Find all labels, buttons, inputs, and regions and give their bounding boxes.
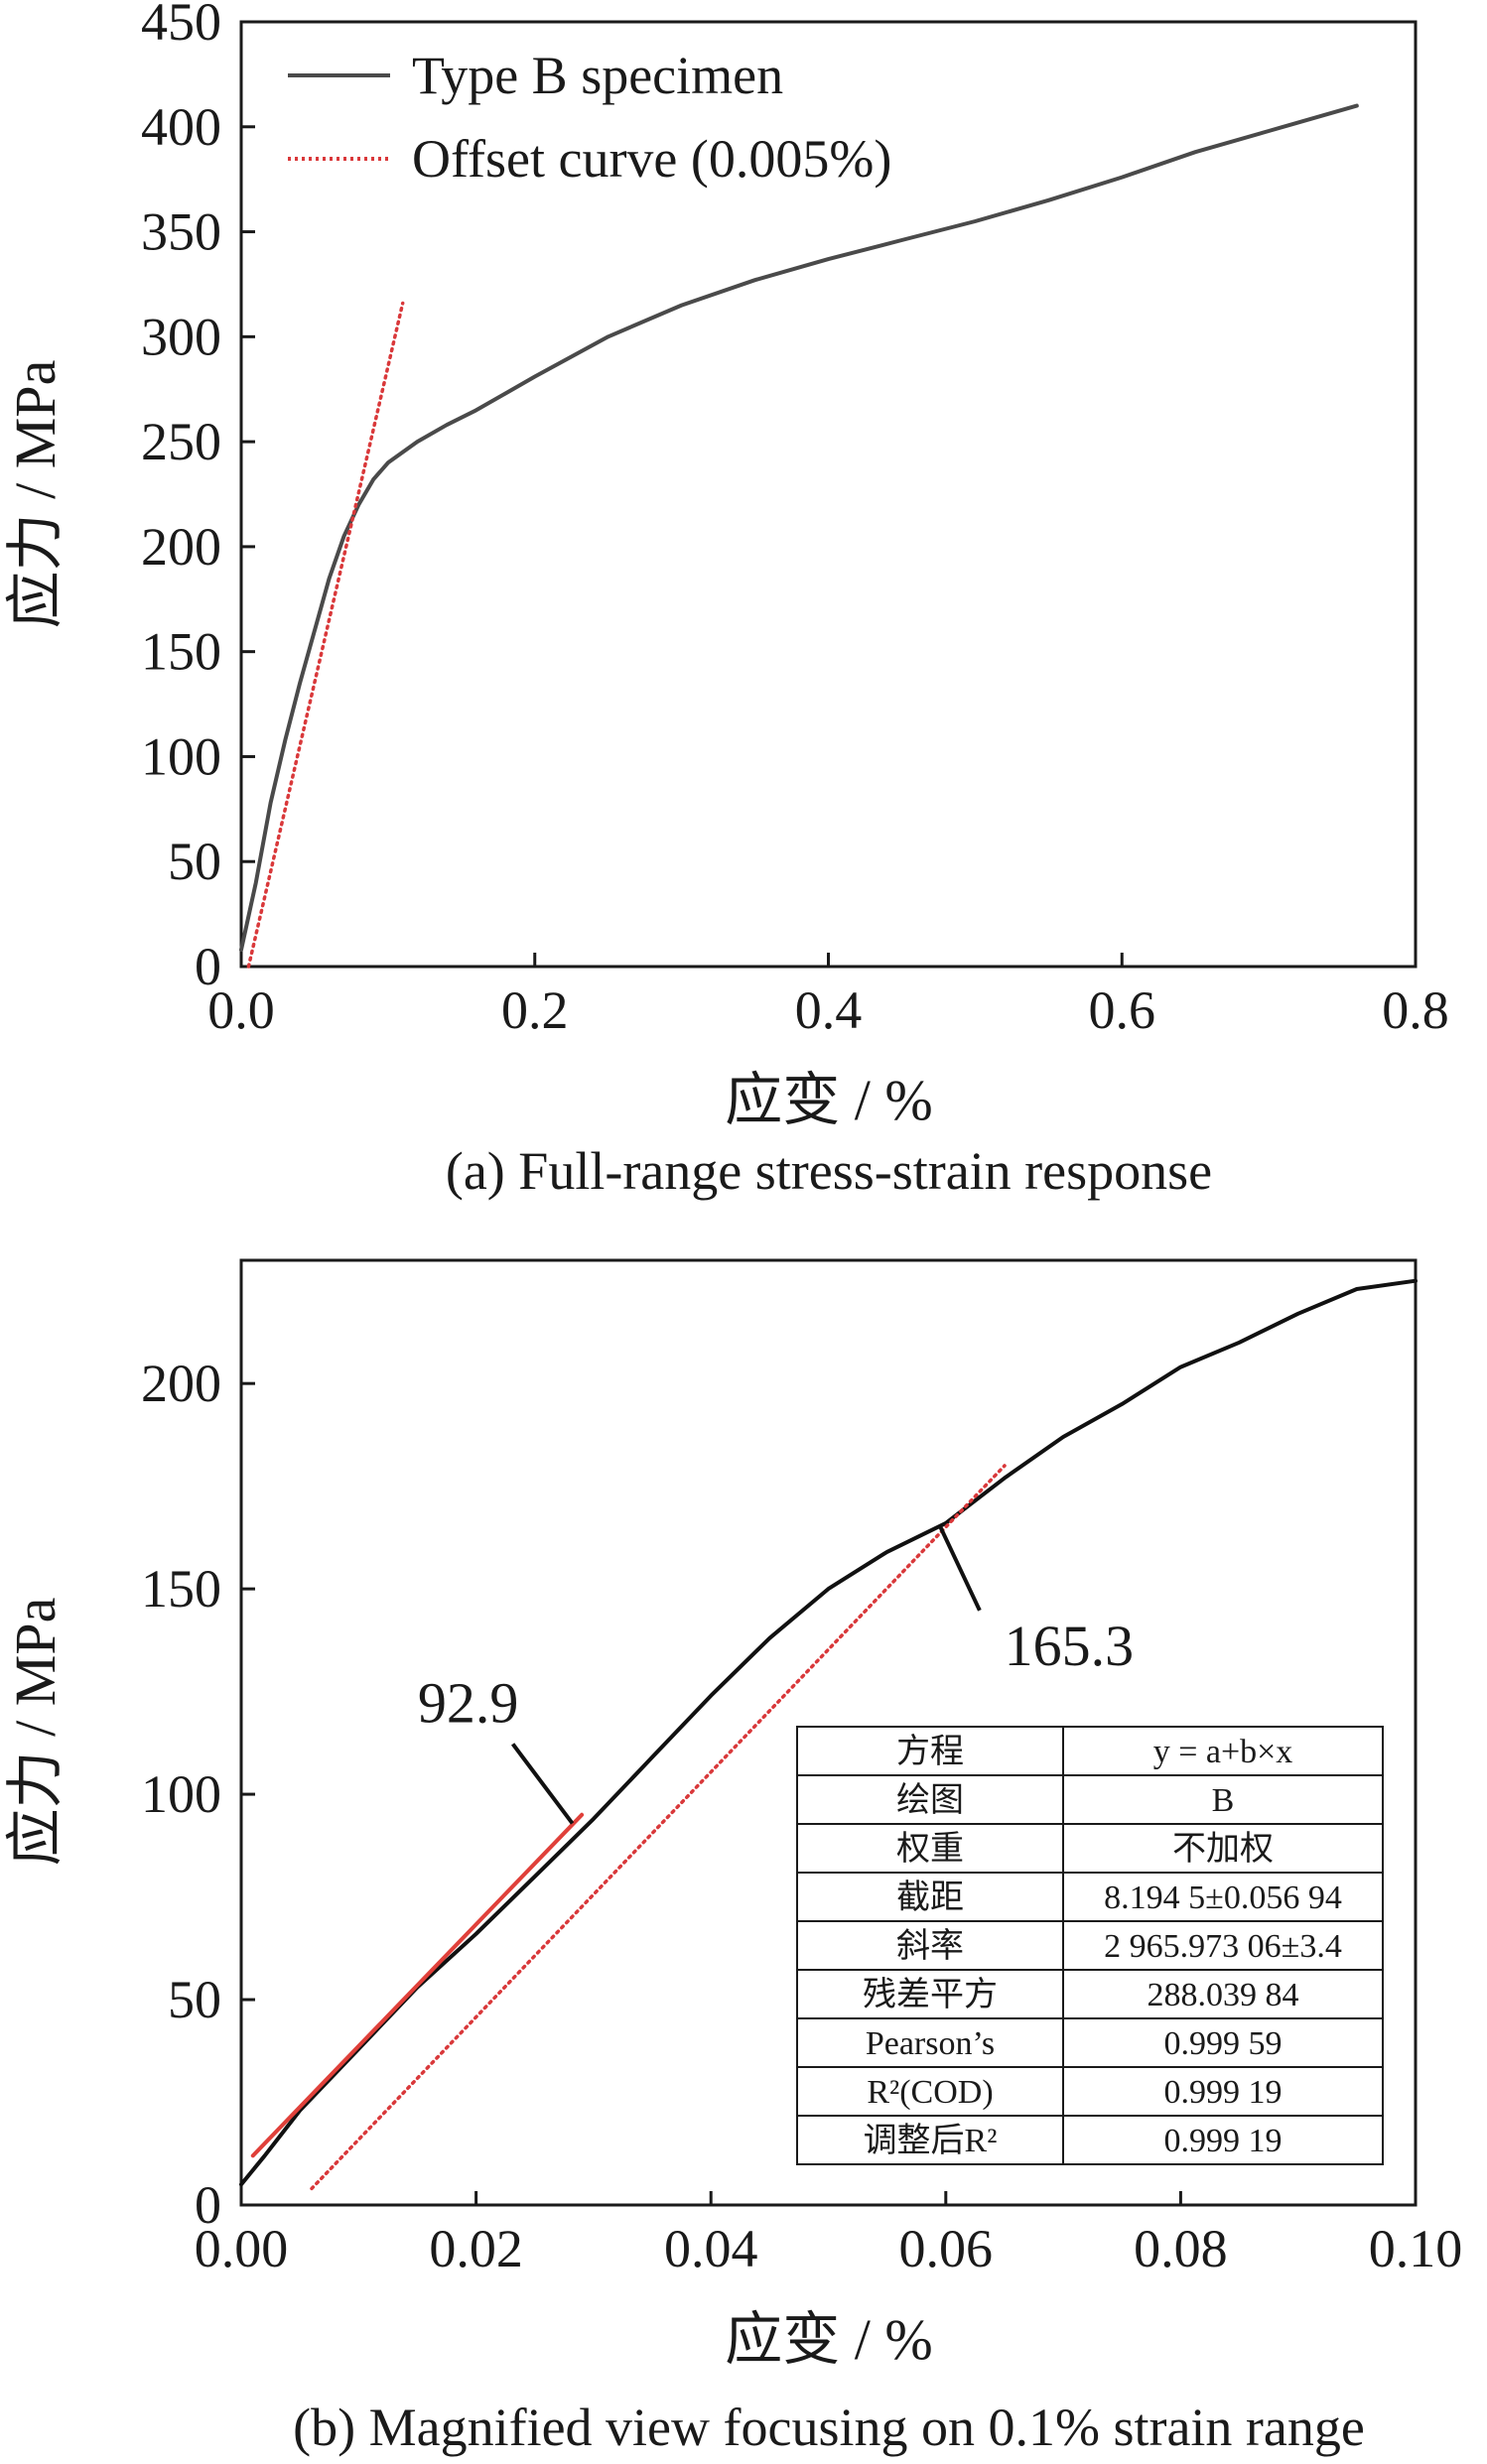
- x-tick-label: 0.6: [1089, 980, 1156, 1040]
- fit-table-key: 方程: [896, 1733, 964, 1770]
- fit-table-key: 截距: [896, 1879, 964, 1916]
- chart-a: 0.0 0.2 0.4 0.6 0.8 0 50 100 150 200 250 300 350 400 4…: [3, 0, 1449, 1201]
- y-tick-label: 50: [168, 1970, 221, 2029]
- x-tick-label: 0.00: [195, 2219, 289, 2278]
- x-tick-label: 0.10: [1369, 2219, 1463, 2278]
- fit-table-value: 2 965.973 06±3.4: [1104, 1928, 1342, 1965]
- fit-table-key: Pearson’s: [866, 2025, 995, 2062]
- chart-b: 0.00 0.02 0.04 0.06 0.08 0.10 0 50 100 150 200 92.…: [3, 1258, 1463, 2457]
- x-tick-label: 0.04: [664, 2219, 758, 2278]
- x-tick-label: 0.2: [501, 980, 569, 1040]
- y-tick-label: 150: [141, 1559, 221, 1619]
- y-tick-label: 100: [141, 1764, 221, 1824]
- y-tick-label: 200: [141, 1354, 221, 1413]
- x-tick-label: 0.08: [1134, 2219, 1228, 2278]
- annotation-leader-0: [511, 1743, 575, 1825]
- y-tick-label: 50: [168, 832, 221, 891]
- y-tick-label: 100: [141, 726, 221, 786]
- annotation-label-1: 165.3: [1005, 1614, 1135, 1678]
- x-tick-label: 0.06: [899, 2219, 994, 2278]
- y-tick-label: 0: [195, 2175, 221, 2235]
- series-line-0: [239, 103, 1359, 953]
- legend-label-offset: Offset curve (0.005%): [412, 129, 891, 189]
- y-tick-label: 200: [141, 517, 221, 577]
- y-tick-label: 150: [141, 622, 221, 682]
- fit-table-key: 调整后R²: [864, 2122, 998, 2159]
- plot-frame-b: [239, 1258, 1418, 2207]
- annotation-label-0: 92.9: [418, 1670, 519, 1735]
- y-tick-label: 350: [141, 202, 221, 262]
- x-axis-label-a: 应变 / %: [725, 1068, 932, 1132]
- fit-table-value: 不加权: [1172, 1830, 1274, 1868]
- legend-a: Type B specimen Offset curve (0.005%): [288, 46, 891, 189]
- fit-table-value: 288.039 84: [1148, 1977, 1299, 2013]
- fit-table-frame: [796, 1726, 1384, 2165]
- x-tick-label: 0.0: [207, 980, 275, 1040]
- fit-table-key: 残差平方: [863, 1976, 998, 2013]
- series-line-2: [310, 1464, 1007, 2191]
- fit-table-value: y = a+b×x: [1153, 1734, 1293, 1770]
- caption-a: (a) Full-range stress-strain response: [446, 1141, 1212, 1201]
- series-line-1: [246, 301, 405, 969]
- fit-table-key: R²(COD): [867, 2074, 993, 2111]
- fit-table-key: 权重: [896, 1830, 964, 1868]
- x-tick-label: 0.02: [429, 2219, 523, 2278]
- y-tick-label: 300: [141, 307, 221, 366]
- fit-table-key: 斜率: [896, 1927, 964, 1965]
- y-axis-label-b: 应力 / MPa: [3, 1598, 68, 1867]
- fit-table-value: 0.999 59: [1164, 2025, 1283, 2062]
- x-tick-label: 0.4: [795, 980, 863, 1040]
- x-tick-label: 0.8: [1382, 980, 1449, 1040]
- series-line-1: [250, 1812, 585, 2158]
- caption-b: (b) Magnified view focusing on 0.1% stra…: [293, 2398, 1365, 2457]
- x-axis-label-b: 应变 / %: [725, 2307, 932, 2372]
- y-tick-label: 450: [141, 0, 221, 52]
- y-axis-label-a: 应力 / MPa: [3, 360, 68, 629]
- fit-table-key: 绘图: [896, 1781, 964, 1819]
- y-tick-label: 250: [141, 412, 221, 471]
- legend-label-type-b: Type B specimen: [412, 46, 783, 105]
- annotation-leader-1: [938, 1524, 982, 1612]
- y-tick-label: 400: [141, 97, 221, 157]
- fit-table-value: 8.194 5±0.056 94: [1104, 1880, 1342, 1916]
- fit-table-value: B: [1212, 1782, 1235, 1819]
- y-tick-label: 0: [195, 937, 221, 996]
- fit-table-value: 0.999 19: [1164, 2123, 1283, 2159]
- fit-table-value: 0.999 19: [1164, 2074, 1283, 2111]
